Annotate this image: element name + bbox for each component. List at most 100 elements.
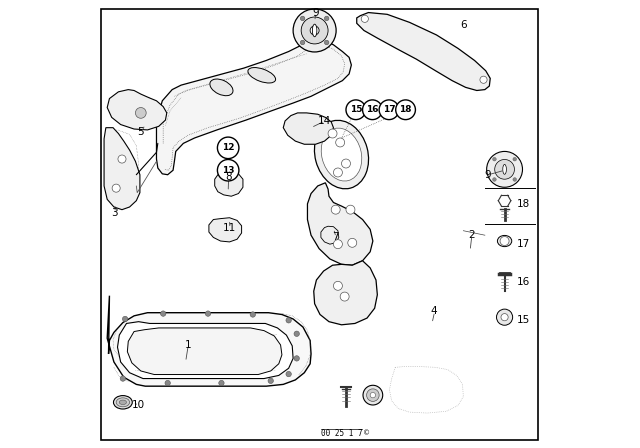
Circle shape: [301, 17, 328, 44]
Polygon shape: [104, 128, 140, 210]
Circle shape: [332, 205, 340, 214]
Text: 15: 15: [517, 315, 531, 325]
Polygon shape: [314, 261, 378, 325]
Circle shape: [513, 178, 516, 181]
Polygon shape: [107, 90, 167, 130]
Polygon shape: [284, 113, 333, 144]
Circle shape: [342, 159, 351, 168]
Polygon shape: [107, 296, 311, 386]
Circle shape: [335, 138, 344, 147]
Polygon shape: [118, 322, 293, 379]
Ellipse shape: [503, 164, 506, 174]
Circle shape: [286, 371, 291, 377]
Circle shape: [218, 159, 239, 181]
Circle shape: [293, 9, 336, 52]
Circle shape: [161, 311, 166, 316]
Ellipse shape: [113, 396, 132, 409]
Circle shape: [218, 137, 239, 159]
Circle shape: [363, 385, 383, 405]
Ellipse shape: [116, 398, 129, 407]
Circle shape: [300, 40, 305, 45]
Text: 13: 13: [222, 166, 234, 175]
Circle shape: [333, 240, 342, 249]
Polygon shape: [307, 183, 373, 265]
Circle shape: [346, 205, 355, 214]
Circle shape: [348, 238, 356, 247]
Ellipse shape: [119, 400, 127, 405]
Text: 16: 16: [366, 105, 379, 114]
Circle shape: [294, 331, 300, 336]
Circle shape: [486, 151, 522, 187]
Text: ©: ©: [364, 431, 371, 437]
Circle shape: [324, 16, 329, 21]
Ellipse shape: [321, 128, 362, 181]
Text: 9: 9: [312, 8, 319, 17]
Text: 7: 7: [332, 233, 339, 242]
Circle shape: [165, 380, 170, 386]
Text: 3: 3: [111, 208, 118, 218]
Circle shape: [370, 392, 376, 398]
Circle shape: [340, 292, 349, 301]
Ellipse shape: [210, 79, 233, 96]
Text: 14: 14: [318, 116, 331, 126]
Circle shape: [480, 76, 487, 83]
Circle shape: [310, 26, 319, 35]
Polygon shape: [209, 218, 241, 242]
Circle shape: [513, 157, 516, 161]
Circle shape: [495, 159, 515, 179]
Text: 4: 4: [431, 306, 438, 316]
Circle shape: [122, 316, 128, 322]
Polygon shape: [156, 38, 351, 175]
Circle shape: [328, 129, 337, 138]
Circle shape: [361, 15, 369, 22]
Text: 16: 16: [517, 277, 531, 287]
Ellipse shape: [312, 24, 317, 37]
Circle shape: [333, 168, 342, 177]
Text: 8: 8: [225, 172, 232, 182]
Circle shape: [367, 389, 379, 401]
Text: 18: 18: [517, 199, 531, 209]
Circle shape: [497, 309, 513, 325]
Text: 2: 2: [468, 230, 475, 240]
Circle shape: [250, 312, 255, 317]
Ellipse shape: [314, 121, 369, 189]
Circle shape: [112, 184, 120, 192]
Text: 00 25 1 7: 00 25 1 7: [321, 429, 362, 438]
Text: 17: 17: [517, 239, 531, 249]
Circle shape: [118, 155, 126, 163]
Text: 6: 6: [460, 20, 467, 30]
Circle shape: [396, 100, 415, 120]
Circle shape: [324, 40, 329, 45]
Ellipse shape: [497, 236, 512, 246]
Circle shape: [205, 311, 211, 316]
Text: 9: 9: [484, 170, 492, 180]
Circle shape: [493, 178, 496, 181]
Circle shape: [300, 16, 305, 21]
Polygon shape: [321, 226, 339, 244]
Text: 17: 17: [383, 105, 396, 114]
Circle shape: [268, 378, 273, 383]
Circle shape: [493, 157, 496, 161]
Text: 10: 10: [132, 401, 145, 410]
Circle shape: [362, 100, 382, 120]
Polygon shape: [127, 328, 282, 375]
Circle shape: [333, 281, 342, 290]
Text: 15: 15: [349, 105, 362, 114]
Circle shape: [501, 314, 508, 321]
Ellipse shape: [248, 68, 276, 83]
Text: 5: 5: [138, 127, 144, 137]
Circle shape: [294, 356, 300, 361]
Circle shape: [379, 100, 399, 120]
Circle shape: [286, 318, 291, 323]
Circle shape: [500, 237, 509, 246]
Text: 11: 11: [223, 224, 236, 233]
Circle shape: [219, 380, 224, 386]
Polygon shape: [356, 13, 490, 90]
Text: 12: 12: [222, 143, 234, 152]
Circle shape: [346, 100, 365, 120]
Text: 18: 18: [399, 105, 412, 114]
Text: 1: 1: [184, 340, 191, 350]
Circle shape: [136, 108, 146, 118]
Circle shape: [120, 376, 125, 381]
Polygon shape: [214, 171, 243, 196]
